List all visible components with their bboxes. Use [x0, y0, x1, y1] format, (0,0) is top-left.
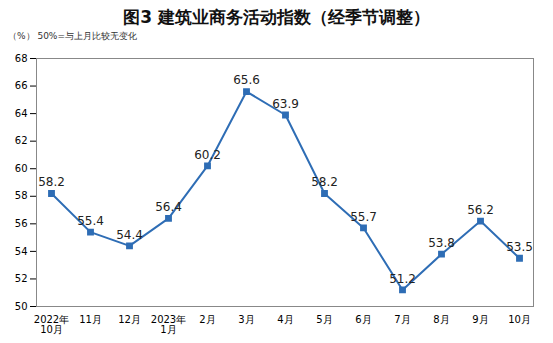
svg-text:56.2: 56.2 [467, 203, 494, 217]
svg-text:2月: 2月 [199, 314, 215, 325]
svg-text:9月: 9月 [472, 314, 488, 325]
svg-text:3月: 3月 [238, 314, 254, 325]
svg-text:65.6: 65.6 [233, 73, 260, 87]
svg-text:60.2: 60.2 [194, 148, 221, 162]
html-text:（%） 50%=与上月比较无变化: （%） 50%=与上月比较无变化 [8, 31, 137, 41]
svg-text:51.2: 51.2 [389, 272, 416, 286]
svg-text:6月: 6月 [355, 314, 371, 325]
svg-text:2022年10月: 2022年10月 [34, 314, 69, 335]
svg-text:11月: 11月 [79, 314, 102, 325]
svg-text:58: 58 [15, 190, 28, 201]
svg-text:56.4: 56.4 [155, 200, 182, 214]
svg-text:2023年1月: 2023年1月 [151, 314, 186, 335]
svg-text:10月: 10月 [508, 314, 531, 325]
svg-text:54: 54 [15, 246, 28, 257]
svg-text:52: 52 [15, 273, 28, 284]
svg-text:58.2: 58.2 [311, 175, 338, 189]
svg-text:7月: 7月 [394, 314, 410, 325]
svg-text:4月: 4月 [277, 314, 293, 325]
svg-text:60: 60 [15, 163, 28, 174]
svg-text:62: 62 [15, 135, 28, 146]
svg-text:53.8: 53.8 [428, 236, 455, 250]
svg-text:64: 64 [15, 108, 28, 119]
svg-text:50: 50 [15, 301, 28, 312]
html-text:图3 建筑业商务活动指数（经季节调整）: 图3 建筑业商务活动指数（经季节调整） [123, 7, 430, 27]
svg-text:5月: 5月 [316, 314, 332, 325]
svg-text:56: 56 [15, 218, 28, 229]
svg-text:68: 68 [15, 53, 28, 64]
svg-text:55.4: 55.4 [77, 214, 104, 228]
svg-text:53.5: 53.5 [506, 240, 533, 254]
svg-text:8月: 8月 [433, 314, 449, 325]
svg-text:55.7: 55.7 [350, 210, 377, 224]
svg-text:66: 66 [15, 80, 28, 91]
svg-text:12月: 12月 [118, 314, 141, 325]
svg-text:54.4: 54.4 [116, 228, 143, 242]
svg-text:58.2: 58.2 [38, 175, 65, 189]
svg-text:63.9: 63.9 [272, 97, 299, 111]
